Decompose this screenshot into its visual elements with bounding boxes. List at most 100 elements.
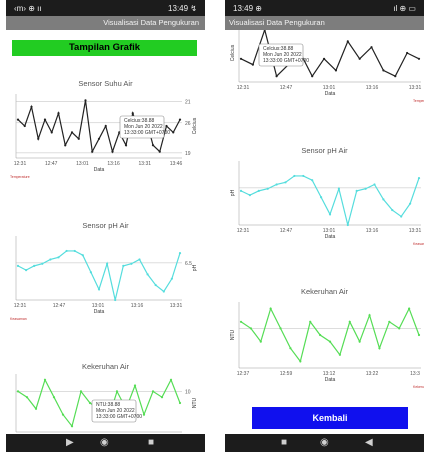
data-point — [162, 290, 165, 293]
data-point — [23, 124, 26, 128]
status-time: 13:49 ⊕ — [233, 4, 262, 13]
data-point — [382, 198, 385, 201]
data-point — [239, 189, 243, 192]
data-point — [73, 249, 76, 253]
tooltip-text: Mon Jun 20 2022 — [263, 52, 302, 58]
data-point — [57, 256, 60, 259]
data-point — [239, 320, 243, 323]
x-tick-label: 13:3 — [410, 371, 420, 377]
data-point — [382, 69, 385, 72]
data-point — [70, 131, 74, 134]
data-point — [114, 298, 117, 302]
data-point — [43, 118, 47, 121]
data-point — [346, 40, 349, 43]
x-tick-label: 13:16 — [366, 85, 379, 91]
data-point — [170, 277, 173, 280]
x-axis-label: Data — [94, 309, 105, 315]
data-point — [279, 327, 282, 330]
y-axis-label: NTU — [230, 329, 236, 340]
chart-title-ph: Sensor pH Air — [301, 146, 348, 155]
data-point — [299, 360, 302, 363]
data-point — [33, 264, 36, 267]
data-point — [358, 57, 361, 60]
data-point — [172, 131, 175, 134]
chart-suhu-air[interactable]: 12:31 12:47 13:01 13:16 13:31 Data Celcius Temp… — [225, 30, 424, 124]
data-point — [151, 144, 155, 147]
data-point — [408, 307, 411, 310]
data-point — [25, 269, 28, 272]
data-point — [16, 118, 20, 121]
x-tick-label: 13:31 — [170, 303, 183, 309]
tooltip-box — [91, 399, 137, 423]
data-point — [266, 187, 269, 190]
data-point — [275, 183, 278, 186]
tampilan-grafik-button[interactable]: Tampilan Grafik — [12, 40, 197, 56]
chart-kekeruhan-air[interactable]: 12:37 12:59 13:12 13:22 13:3 Data NTU Kekeruhan — [225, 296, 424, 396]
android-nav-bar: ■ ◉ ◀ — [225, 434, 424, 452]
kembali-button[interactable]: Kembali — [252, 407, 408, 429]
data-point — [394, 75, 397, 78]
recents-square-icon[interactable]: ■ — [281, 437, 288, 448]
data-point — [16, 264, 20, 267]
data-point — [259, 340, 262, 343]
data-point — [284, 181, 287, 184]
back-triangle-icon[interactable]: ▶ — [66, 437, 74, 448]
data-point — [346, 223, 349, 227]
x-tick-label: 12:47 — [280, 228, 293, 234]
x-tick-label: 13:22 — [366, 371, 379, 377]
data-point — [37, 137, 40, 140]
data-point — [43, 378, 47, 381]
data-point — [130, 262, 133, 265]
chart-suhu-air[interactable]: 21 26 19 12:31 12:47 13:01 13:16 13:31 13:46 Data… — [6, 86, 205, 196]
data-point — [293, 174, 296, 178]
recents-square-icon[interactable]: ■ — [148, 437, 155, 448]
x-tick-label: 13:31 — [409, 228, 422, 234]
x-tick-label: 12:47 — [45, 161, 58, 167]
home-circle-icon[interactable]: ◉ — [100, 437, 109, 448]
data-point — [311, 179, 314, 182]
y-axis-label: pH — [230, 189, 236, 196]
data-point — [338, 353, 341, 356]
x-tick-label: 12:31 — [14, 161, 27, 167]
legend-label: Temperature — [413, 99, 424, 103]
chart-ph-air[interactable]: 7.512:3112:4713:0113:1613:31DatapHKeasam… — [225, 155, 424, 255]
data-point — [364, 187, 367, 190]
right-phone-screen: 13:49 ⊕ ıl ⊕ ▭ Visualisasi Data Pengukur… — [225, 0, 424, 452]
data-point — [370, 46, 373, 49]
android-nav-bar: ▶ ◉ ■ — [6, 434, 205, 452]
data-point — [319, 333, 322, 337]
data-point — [34, 407, 38, 410]
status-time: 13:49 ↯ — [168, 4, 197, 13]
chart-title-ph: Sensor pH Air — [82, 221, 129, 230]
x-tick-label: 13:01 — [323, 228, 336, 234]
data-point — [77, 137, 80, 140]
y-axis-label: pH — [192, 264, 198, 271]
back-triangle-icon[interactable]: ◀ — [365, 437, 373, 448]
data-point — [417, 57, 421, 60]
x-tick-label: 12:31 — [237, 85, 250, 91]
data-point — [97, 288, 101, 291]
x-tick-label: 13:16 — [131, 303, 144, 309]
data-point — [154, 283, 157, 287]
data-point — [251, 63, 254, 66]
data-point — [138, 258, 141, 261]
app-title: Visualisasi Data Pengukuran — [103, 18, 199, 27]
home-circle-icon[interactable]: ◉ — [320, 437, 329, 448]
data-point — [81, 254, 84, 257]
tooltip-text: 13:33:00 GMT+0700 — [96, 414, 142, 420]
status-bar: 13:49 ⊕ ıl ⊕ ▭ — [225, 0, 424, 16]
app-title: Visualisasi Data Pengukuran — [229, 18, 325, 27]
data-point — [131, 112, 134, 115]
tooltip-text: Celcius:38.88 — [263, 46, 294, 52]
data-point — [84, 99, 87, 102]
tooltip-text: 13:33:00 GMT+0700 — [124, 130, 170, 136]
data-point — [16, 390, 20, 393]
data-point — [104, 124, 107, 128]
tooltip-text: Mon Jun 20 2022 — [96, 408, 135, 414]
chart-ph-air[interactable]: 6.5 12:31 12:47 13:01 13:16 13:31 Data pH Keasam… — [6, 230, 205, 330]
data-point — [151, 390, 155, 393]
left-phone-screen: ‹m› ⊕ ıı 13:49 ↯ Visualisasi Data Penguk… — [6, 0, 205, 452]
data-point — [248, 194, 251, 197]
data-point — [368, 314, 371, 317]
